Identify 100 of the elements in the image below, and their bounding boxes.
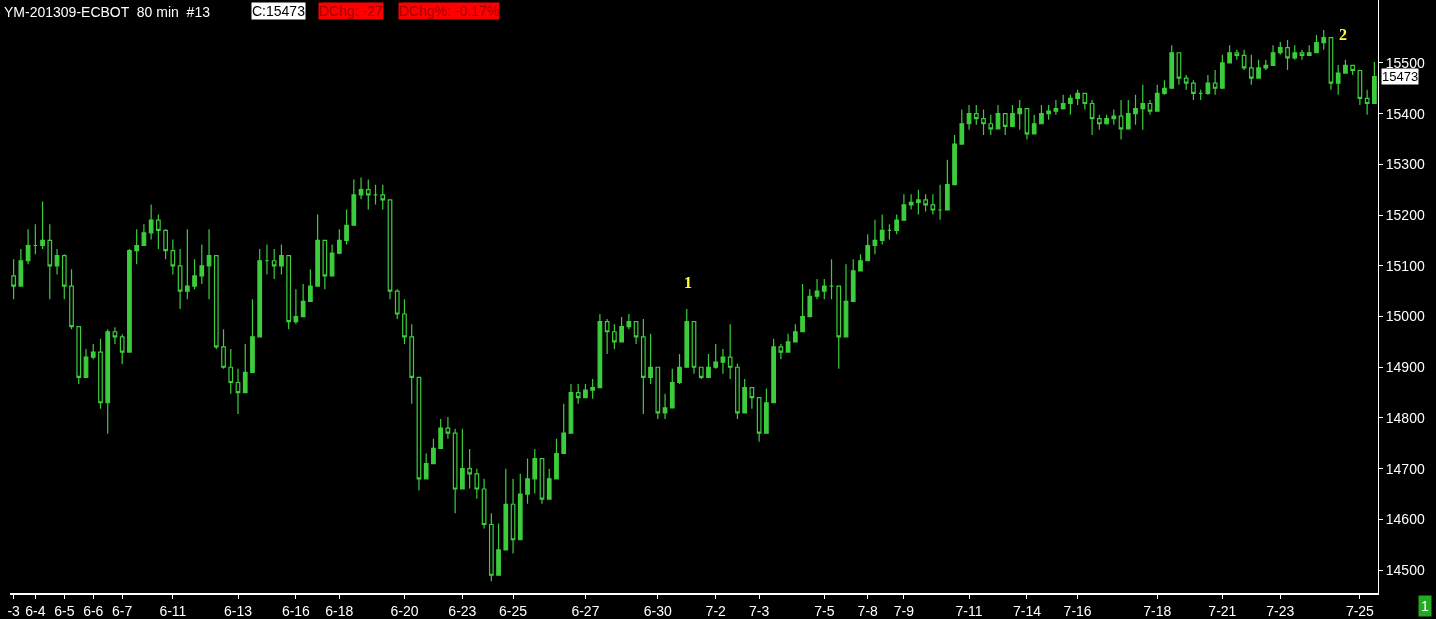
candlestick [1140, 84, 1146, 131]
candlestick [488, 512, 494, 582]
candlestick [814, 278, 820, 300]
candlestick [568, 383, 574, 434]
x-tick-label: 6-27 [571, 602, 600, 619]
candlestick [467, 448, 472, 490]
candlestick [1125, 99, 1131, 131]
candlestick [1169, 44, 1175, 89]
candlestick [119, 333, 125, 365]
candlestick [1024, 107, 1030, 141]
candlestick [937, 184, 943, 221]
candlestick [684, 308, 690, 368]
candlestick [590, 378, 596, 400]
candlestick [619, 316, 624, 343]
candlestick [163, 228, 168, 260]
y-tick-label: 14800 [1385, 409, 1425, 426]
x-tick-label: 7-9 [893, 602, 915, 619]
candlestick [764, 387, 769, 434]
candlestick [879, 213, 885, 246]
candlestick [546, 468, 552, 500]
candlestick [1220, 54, 1225, 89]
candlestick [677, 353, 682, 385]
x-tick-label: 6-5 [54, 602, 75, 619]
candlestick [213, 255, 219, 350]
candlestick [1335, 64, 1341, 96]
candlestick [800, 283, 805, 333]
candlestick [1306, 44, 1312, 56]
candlestick [648, 333, 653, 385]
y-tick-label: 14900 [1385, 359, 1425, 376]
candlestick [315, 213, 320, 287]
candlestick [981, 108, 986, 136]
candlestick [807, 288, 813, 318]
annotation: 2 [1339, 26, 1347, 43]
candlestick [626, 313, 632, 330]
candlestick [199, 243, 205, 285]
candlestick [90, 343, 96, 360]
x-tick-label: 7-11 [955, 602, 983, 619]
candlestick [662, 393, 668, 420]
candlestick [1053, 99, 1059, 116]
candlestick [358, 176, 364, 200]
x-tick-label: 6-16 [281, 602, 311, 619]
candlestick [1292, 44, 1298, 61]
candlestick [887, 223, 892, 241]
candlestick [561, 403, 567, 455]
y-tick-label: 14600 [1385, 511, 1425, 528]
x-tick-label: 6-7 [112, 602, 133, 619]
candlestick [18, 248, 24, 287]
candlestick [525, 457, 530, 505]
candlestick [431, 438, 436, 465]
candlestick [54, 248, 60, 276]
candlestick [373, 184, 378, 206]
candlestick [597, 313, 603, 389]
candlestick [749, 386, 755, 410]
x-tick-label: 7-18 [1143, 602, 1172, 619]
candlestick [1205, 74, 1211, 96]
candlestick [1082, 92, 1088, 111]
candlestick [336, 228, 342, 255]
candlestick [706, 353, 711, 379]
x-tick-label: 6-20 [390, 602, 419, 619]
candlestick [279, 243, 284, 276]
candlestick [1068, 94, 1073, 116]
candlestick [727, 323, 733, 380]
candlestick [1183, 74, 1189, 91]
candlestick [452, 428, 458, 514]
candlestick [669, 368, 675, 409]
annotation: DChg%: -0.17% [399, 3, 500, 19]
candlestick [445, 416, 451, 440]
candlestick [1154, 84, 1160, 112]
candlestick [988, 114, 994, 136]
candlestick [792, 323, 798, 343]
candlestick [517, 473, 523, 541]
candlestick [532, 448, 538, 495]
candlestick [894, 213, 900, 235]
candlestick [1212, 69, 1218, 96]
candlestick [583, 383, 588, 399]
candlestick [83, 348, 89, 379]
candlestick [242, 343, 248, 394]
candlestick [264, 243, 270, 276]
x-tick-label: 6-4 [25, 602, 46, 619]
candlestick [633, 321, 639, 345]
candlestick [612, 323, 617, 350]
candlestick [61, 253, 67, 300]
candlestick [1104, 114, 1109, 126]
candlestick [1046, 104, 1052, 121]
x-tick-label: 7-16 [1063, 602, 1092, 619]
candlestick [698, 366, 704, 380]
candlestick [1075, 89, 1080, 106]
candlestick [821, 278, 827, 300]
candlestick [771, 338, 776, 404]
x-tick-label: 6-11 [159, 602, 187, 619]
candlestick [872, 219, 878, 255]
x-tick-label: 6-6 [83, 602, 104, 619]
candlestick [481, 478, 487, 530]
y-tick-label: 15400 [1385, 105, 1425, 122]
candlestick [156, 213, 161, 250]
candlestick [25, 228, 31, 265]
x-tick-label: 7-2 [705, 602, 727, 619]
text: 15473 [1382, 69, 1419, 84]
candlestick [640, 318, 646, 415]
x-tick-label: 7-21 [1208, 602, 1237, 619]
